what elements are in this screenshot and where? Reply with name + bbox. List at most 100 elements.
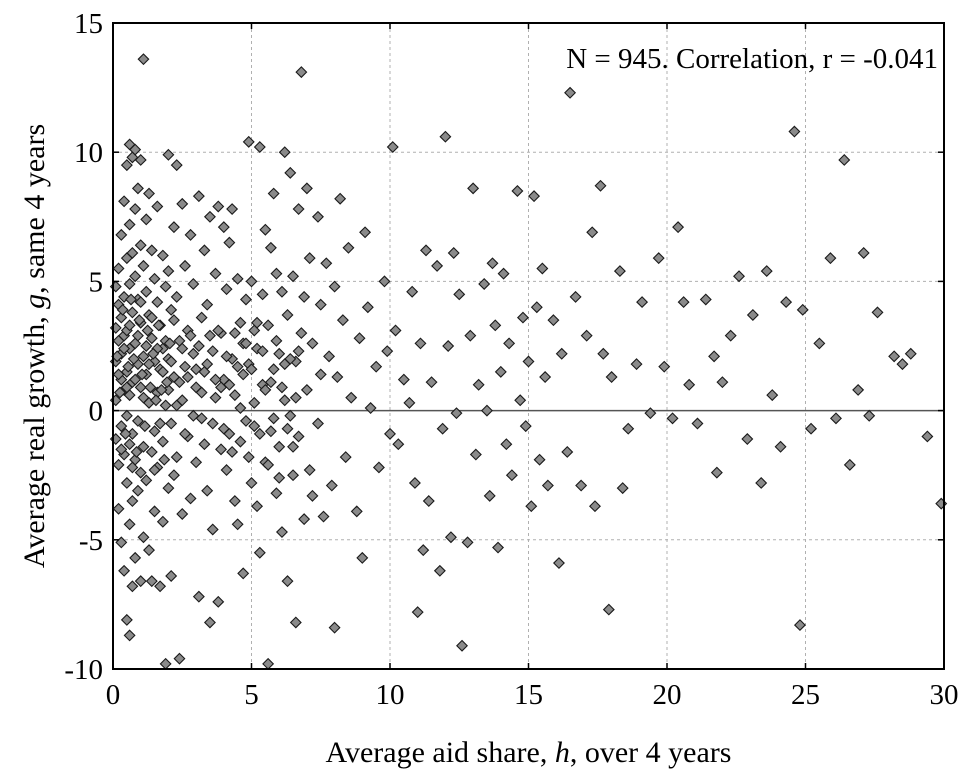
data-point [275, 526, 288, 539]
data-point [144, 381, 157, 394]
data-point [179, 360, 191, 373]
data-point [370, 360, 383, 373]
data-point [312, 417, 324, 430]
data-point [190, 456, 203, 469]
data-point [116, 303, 129, 316]
data-point [245, 363, 258, 376]
x-tick-label: 0 [106, 679, 121, 711]
data-point [115, 420, 128, 433]
data-point [131, 329, 144, 342]
data-point [384, 427, 396, 440]
data-point [829, 412, 842, 425]
data-point [342, 241, 355, 254]
data-point [525, 500, 538, 513]
data-point [857, 246, 870, 259]
x-tick-label: 15 [514, 679, 543, 711]
data-point [203, 210, 216, 223]
data-point [220, 350, 233, 363]
x-tick-label: 25 [791, 679, 820, 711]
data-point [148, 464, 161, 477]
x-tick-label: 5 [244, 679, 259, 711]
data-point [275, 285, 288, 298]
data-point [353, 332, 366, 345]
y-tick-label: 5 [89, 266, 104, 298]
data-point [511, 184, 524, 197]
data-point [156, 515, 169, 528]
data-point [120, 409, 133, 422]
data-point [295, 327, 308, 340]
data-point [148, 272, 161, 285]
data-point [245, 476, 258, 489]
data-point [464, 329, 477, 342]
data-point [500, 438, 513, 451]
data-point [788, 125, 801, 138]
y-tick-label: 15 [74, 8, 103, 40]
x-axis-label-variable: h [555, 736, 570, 769]
data-point [184, 492, 197, 505]
data-point [217, 422, 230, 435]
data-point [133, 314, 146, 327]
data-point [287, 469, 300, 482]
data-point [586, 226, 599, 239]
data-point [264, 425, 277, 438]
data-point [259, 383, 272, 396]
data-point [677, 296, 690, 309]
data-point [187, 278, 200, 290]
data-point [425, 376, 438, 389]
data-point [422, 495, 435, 508]
data-point [733, 270, 745, 283]
data-point [361, 301, 374, 314]
data-point [273, 471, 286, 484]
data-point [184, 329, 197, 342]
data-point [120, 613, 133, 626]
data-point [137, 53, 150, 66]
data-point [136, 368, 149, 381]
data-point [203, 329, 216, 342]
x-tick-label: 30 [930, 679, 959, 711]
data-point [456, 639, 468, 652]
data-point [147, 347, 160, 360]
data-point [921, 430, 934, 443]
data-point [125, 293, 137, 306]
data-point [270, 334, 283, 347]
data-point [528, 190, 541, 203]
data-point [350, 505, 363, 518]
data-point [323, 350, 336, 363]
data-point [253, 427, 266, 440]
data-point [433, 564, 446, 577]
data-point [145, 445, 158, 458]
data-point [137, 259, 150, 272]
data-point [381, 345, 394, 358]
data-point [292, 345, 305, 358]
data-point [691, 417, 704, 430]
data-point [519, 420, 532, 433]
data-point [155, 383, 168, 396]
data-point [134, 575, 147, 588]
data-point [580, 329, 593, 342]
data-point [115, 228, 128, 241]
data-point [796, 303, 809, 316]
data-point [522, 355, 535, 368]
data-point [536, 262, 549, 275]
data-point [356, 551, 369, 564]
data-point [295, 66, 308, 79]
data-point [120, 476, 133, 489]
data-point [158, 453, 171, 466]
data-point [289, 616, 302, 629]
data-point [195, 311, 208, 324]
data-point [167, 221, 180, 234]
data-point [170, 399, 183, 412]
data-point [187, 409, 200, 422]
data-point [220, 283, 233, 296]
data-point [741, 433, 754, 446]
data-point [201, 484, 214, 497]
data-point [184, 228, 197, 241]
x-axis-label-prefix: Average aid share, [326, 736, 555, 769]
data-point [165, 303, 178, 316]
data-point [317, 510, 330, 523]
data-point [774, 440, 787, 453]
data-point [162, 482, 175, 495]
data-point [461, 536, 474, 549]
data-point [480, 404, 493, 417]
data-point [306, 489, 319, 502]
